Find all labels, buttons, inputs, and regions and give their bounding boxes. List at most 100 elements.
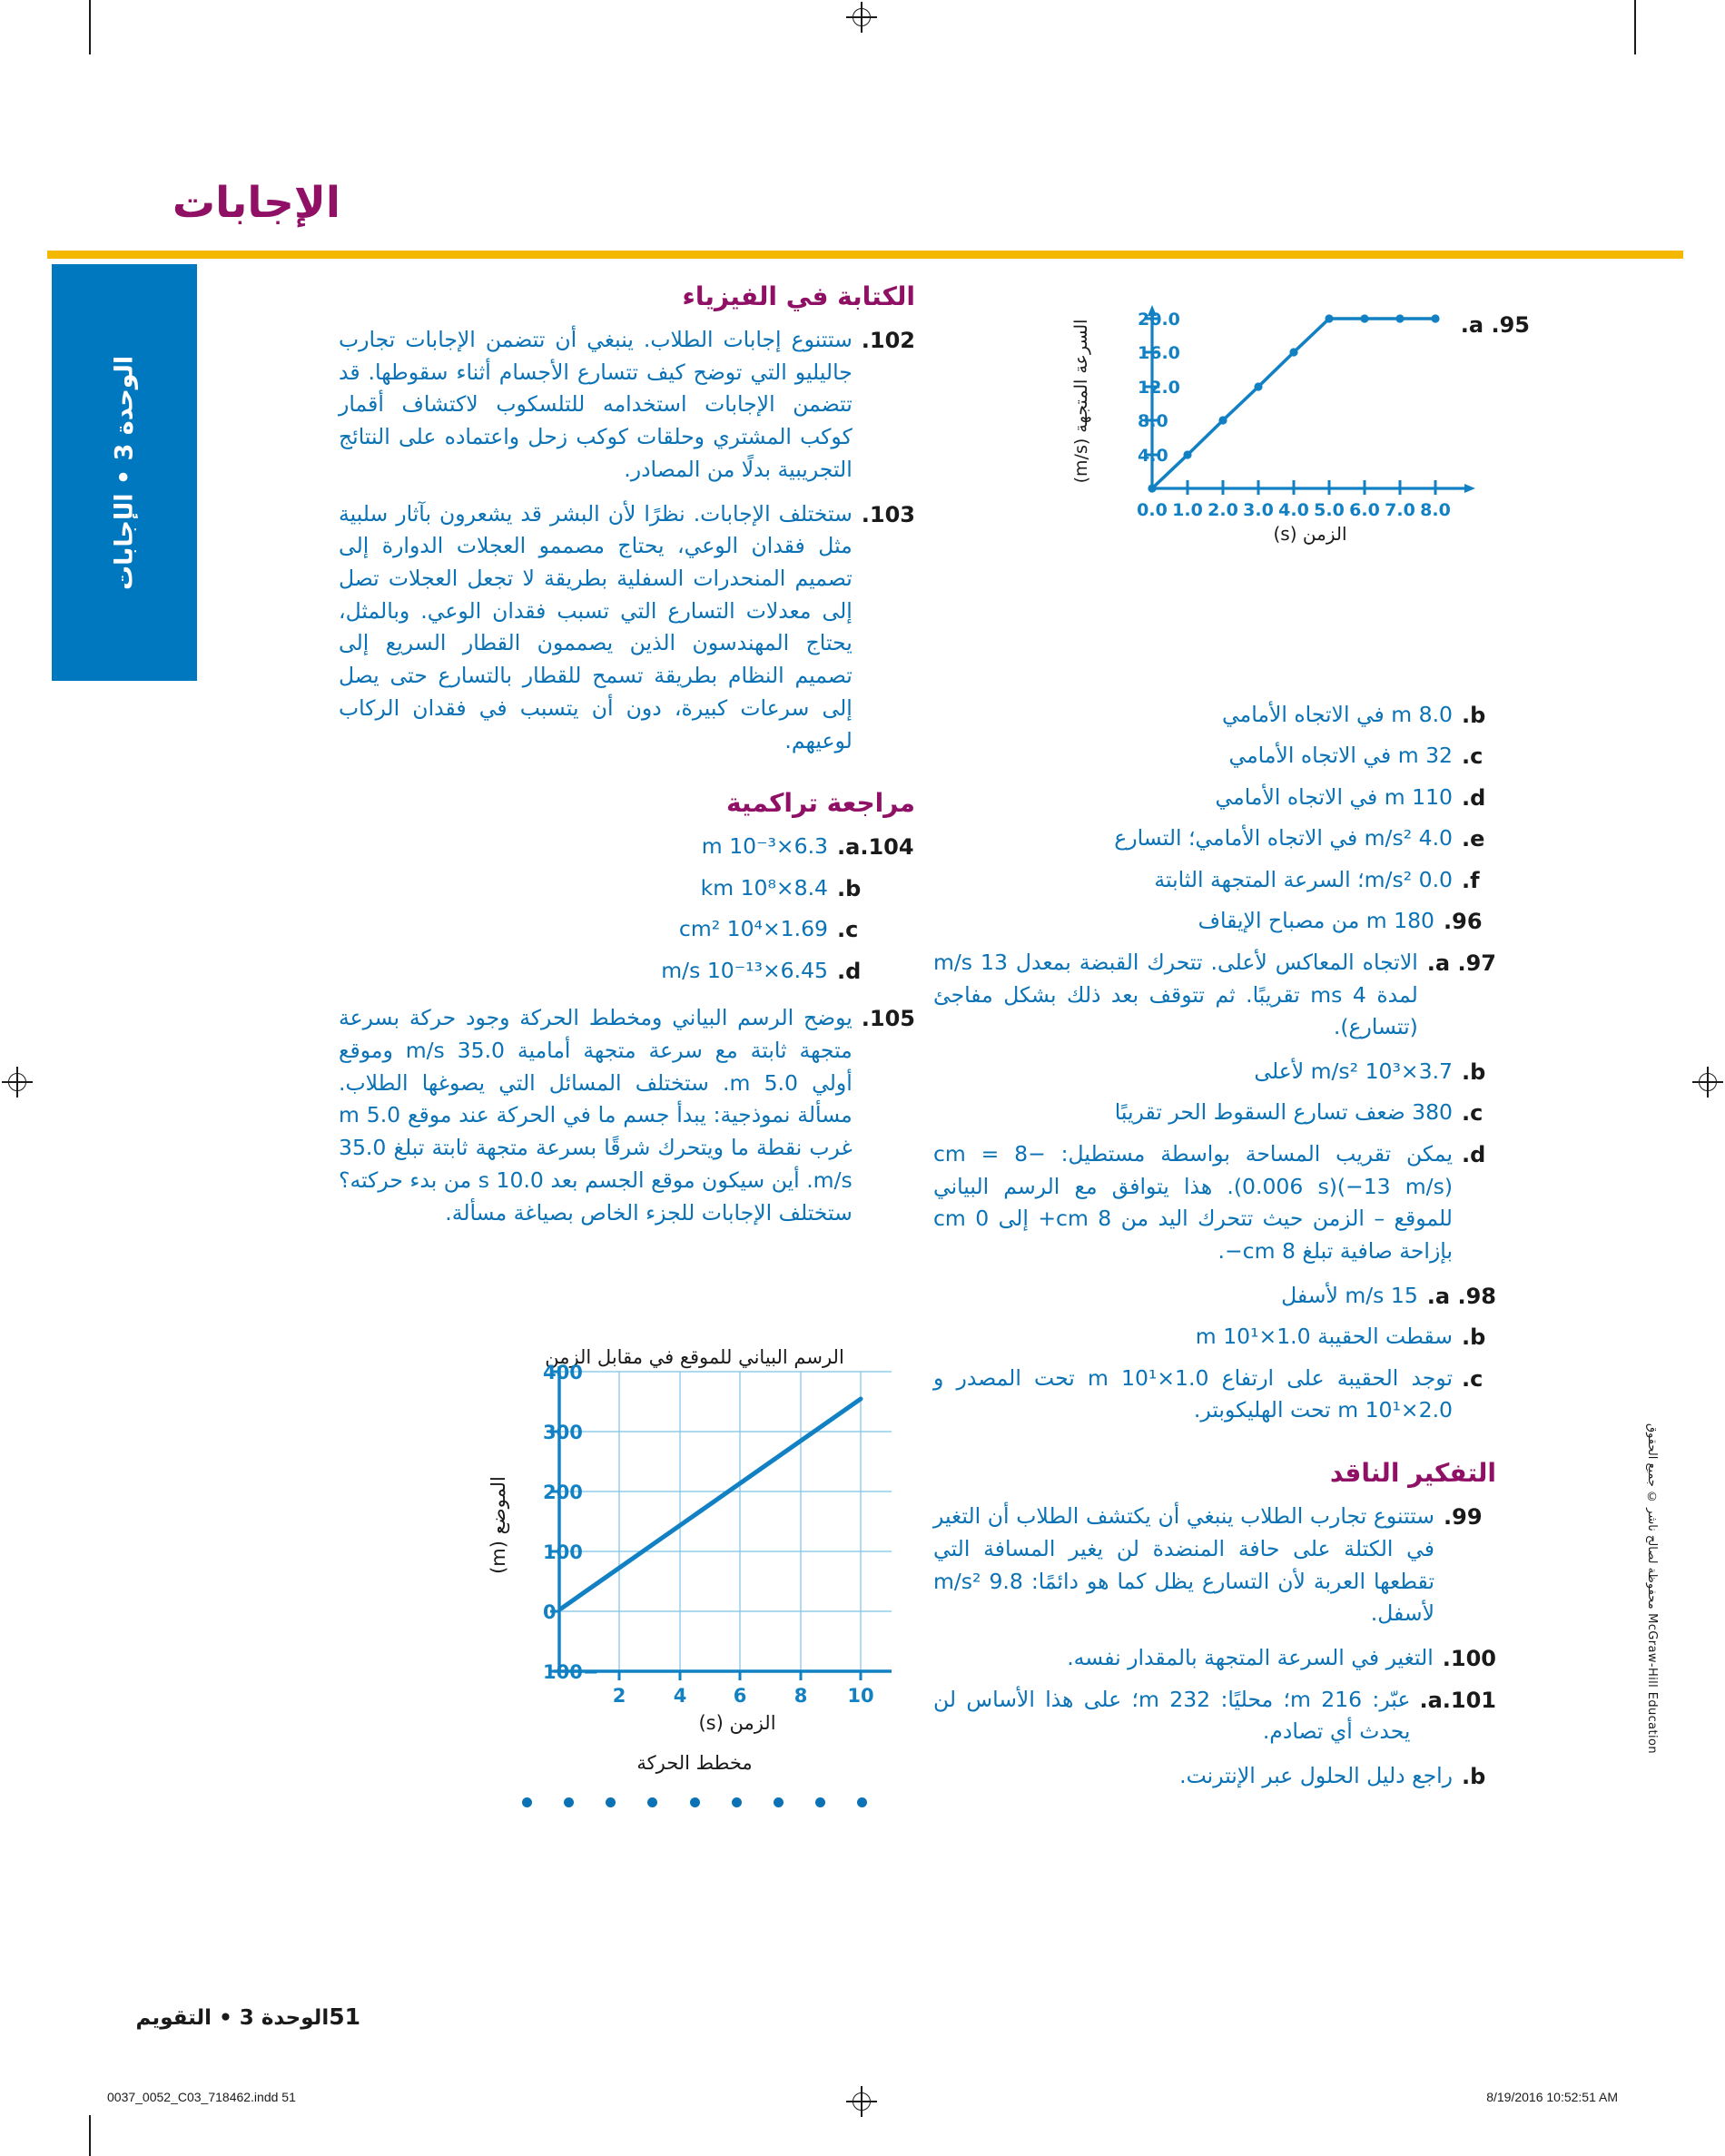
svg-text:2: 2	[613, 1685, 626, 1707]
svg-text:5.0: 5.0	[1314, 500, 1345, 520]
answer-number: f.	[1462, 867, 1480, 893]
svg-text:0: 0	[543, 1601, 557, 1623]
svg-text:6.0: 6.0	[1349, 500, 1380, 520]
svg-text:6: 6	[734, 1685, 747, 1707]
answer-item-99: 99. ستتنوع تجارب الطلاب ينبغي أن يكتشف ا…	[933, 1501, 1496, 1630]
svg-text:السرعة المتجهة (m/s): السرعة المتجهة (m/s)	[1071, 320, 1091, 484]
answer-item-101a: 101.a. عبّر: 216 m؛ محليًا: 232 m؛ على ه…	[933, 1684, 1496, 1748]
motion-dot	[564, 1797, 575, 1807]
registration-mark-right	[1692, 1067, 1723, 1098]
answer-number: d.	[837, 958, 862, 984]
answer-item-98c: c. توجد الحقيبة على ارتفاع 1.0×10¹ m تحت…	[933, 1363, 1496, 1427]
motion-diagram-dots	[522, 1793, 867, 1811]
answer-text: راجع دليل الحلول عبر الإنترنت.	[1179, 1762, 1453, 1788]
motion-dot	[731, 1797, 742, 1807]
answer-item-104b: b. 8.4×10⁸ km	[339, 872, 915, 905]
answer-item-98b: b. سقطت الحقيبة 1.0×10¹ m	[933, 1321, 1496, 1354]
answer-number: c.	[1462, 1365, 1484, 1392]
answer-text: 380 ضعف تسارع السقوط الحر تقريبًا	[1114, 1099, 1453, 1126]
answer-number: b.	[1462, 1763, 1486, 1789]
motion-diagram-caption: مخطط الحركة	[636, 1752, 753, 1774]
velocity-time-chart: 4.0 8.0 12.0 16.0 20.0 0.0 1.0 2.0 3.0 4…	[1071, 305, 1475, 545]
answer-text: 110 m في الاتجاه الأمامي	[1215, 783, 1453, 810]
unit-tab-label: الوحدة 3 • الإجابات	[110, 355, 139, 590]
crop-mark-bottom-left	[89, 2115, 91, 2156]
motion-dot	[522, 1797, 532, 1807]
publisher-credit: McGraw-Hill Education محفوظة لصالح ناشر …	[1645, 1423, 1659, 1755]
svg-text:4.0: 4.0	[1138, 446, 1168, 466]
answer-number: b.	[1462, 1324, 1486, 1351]
answer-text: 8.4×10⁸ km	[700, 874, 828, 901]
answer-number: 104.a.	[837, 834, 914, 861]
answer-number: 102.	[861, 328, 915, 353]
answer-number: d.	[1462, 1141, 1486, 1167]
section-title-writing-in-physics: الكتابة في الفيزياء	[682, 281, 915, 311]
answer-item-97b: b. 3.7×10³ m/s² لأعلى	[933, 1056, 1496, 1088]
answer-text: 32 m في الاتجاه الأمامي	[1228, 743, 1454, 769]
svg-text:400: 400	[543, 1362, 583, 1383]
svg-text:3.0: 3.0	[1243, 500, 1274, 520]
answer-number: 98. a.	[1426, 1283, 1496, 1309]
section-title-cumulative-review: مراجعة تراكمية	[725, 788, 915, 819]
answer-item-96: 96. 180 m من مصباح الإيقاف	[933, 905, 1496, 938]
answer-item-104a: 104.a. 6.3×10⁻³ m	[339, 831, 915, 863]
answer-item-97c: c. 380 ضعف تسارع السقوط الحر تقريبًا	[933, 1097, 1496, 1129]
svg-text:1.0: 1.0	[1172, 500, 1203, 520]
answer-item-104d: d. 6.45×10⁻¹³ m/s	[339, 955, 915, 988]
answer-item-102: 102. ستتنوع إجابات الطلاب. ينبغي أن تتضم…	[339, 324, 915, 487]
answer-item-95b: b. 8.0 m في الاتجاه الأمامي	[933, 699, 1496, 732]
answer-text: 6.45×10⁻¹³ m/s	[661, 957, 828, 983]
answer-text: توجد الحقيبة على ارتفاع 1.0×10¹ m تحت ال…	[933, 1364, 1453, 1423]
crop-mark-top-left	[89, 0, 91, 54]
answer-number: e.	[1462, 826, 1485, 852]
section-title-critical-thinking: التفكير الناقد	[1329, 1458, 1496, 1489]
answer-item-95e: e. 4.0 m/s² في الاتجاه الأمامي؛ التسارع	[933, 822, 1496, 855]
svg-text:−100: −100	[543, 1661, 598, 1683]
answer-item-98a: 98. a. 15 m/s لأسفل	[933, 1280, 1496, 1313]
answer-item-100: 100. التغير في السرعة المتجهة بالمقدار ن…	[933, 1642, 1496, 1675]
answer-text: 6.3×10⁻³ m	[701, 833, 828, 860]
registration-mark-bottom	[846, 2086, 877, 2117]
registration-mark-left	[2, 1067, 33, 1098]
answer-text: 4.0 m/s² في الاتجاه الأمامي؛ التسارع	[1114, 825, 1453, 852]
header-rule	[47, 251, 1683, 259]
svg-text:0.0: 0.0	[1137, 500, 1168, 520]
svg-text:4.0: 4.0	[1278, 500, 1309, 520]
page-title: الإجابات	[172, 178, 340, 228]
motion-dot	[814, 1797, 825, 1807]
svg-text:2.0: 2.0	[1208, 500, 1238, 520]
answer-number: c.	[1462, 1100, 1484, 1127]
answer-item-104c: c. 1.69×10⁴ cm²	[339, 913, 915, 946]
registration-mark-top	[846, 2, 877, 33]
svg-text:8.0: 8.0	[1420, 500, 1451, 520]
answer-item-105: 105. يوضح الرسم البياني ومخطط الحركة وجو…	[339, 1002, 915, 1229]
answer-item-103: 103. ستختلف الإجابات. نظرًا لأن البشر قد…	[339, 498, 915, 758]
svg-text:7.0: 7.0	[1385, 500, 1415, 520]
svg-text:300: 300	[543, 1422, 583, 1443]
answer-text: عبّر: 216 m؛ محليًا: 232 m؛ على هذا الأس…	[933, 1686, 1411, 1745]
footer-running-head: 51الوحدة 3 • التقويم	[136, 2003, 377, 2030]
answer-number: 97. a.	[1426, 950, 1496, 976]
answer-number: c.	[837, 917, 859, 943]
page-number: 51	[329, 2003, 360, 2030]
answer-item-95d: d. 110 m في الاتجاه الأمامي	[933, 782, 1496, 814]
answer-number: 101.a.	[1419, 1687, 1496, 1713]
answer-text: الاتجاه المعاكس لأعلى. تتحرك القبضة بمعد…	[933, 949, 1418, 1040]
svg-text:الموضع (m): الموضع (m)	[488, 1476, 509, 1574]
answer-text: ستتنوع تجارب الطلاب ينبغي أن يكتشف الطلا…	[933, 1503, 1434, 1627]
unit-tab	[52, 264, 197, 681]
motion-dot	[647, 1797, 658, 1807]
left-column: الكتابة في الفيزياء 102. ستتنوع إجابات ا…	[339, 281, 915, 1241]
svg-text:8: 8	[794, 1685, 808, 1707]
answer-number: d.	[1462, 784, 1486, 811]
svg-text:100: 100	[543, 1541, 583, 1563]
motion-dot	[606, 1797, 616, 1807]
answer-number: 96.	[1444, 909, 1483, 935]
answer-item-97d: d. يمكن تقريب المساحة بواسطة مستطيل: −8 …	[933, 1138, 1496, 1268]
answer-number: b.	[1462, 1058, 1486, 1085]
answer-number: b.	[837, 875, 862, 901]
imprint-file-name: 0037_0052_C03_718462.indd 51	[107, 2090, 296, 2104]
answer-text: 3.7×10³ m/s² لأعلى	[1254, 1058, 1453, 1084]
svg-text:200: 200	[543, 1482, 583, 1503]
answer-text: 0.0 m/s²؛ السرعة المتجهة الثابتة	[1154, 866, 1453, 892]
